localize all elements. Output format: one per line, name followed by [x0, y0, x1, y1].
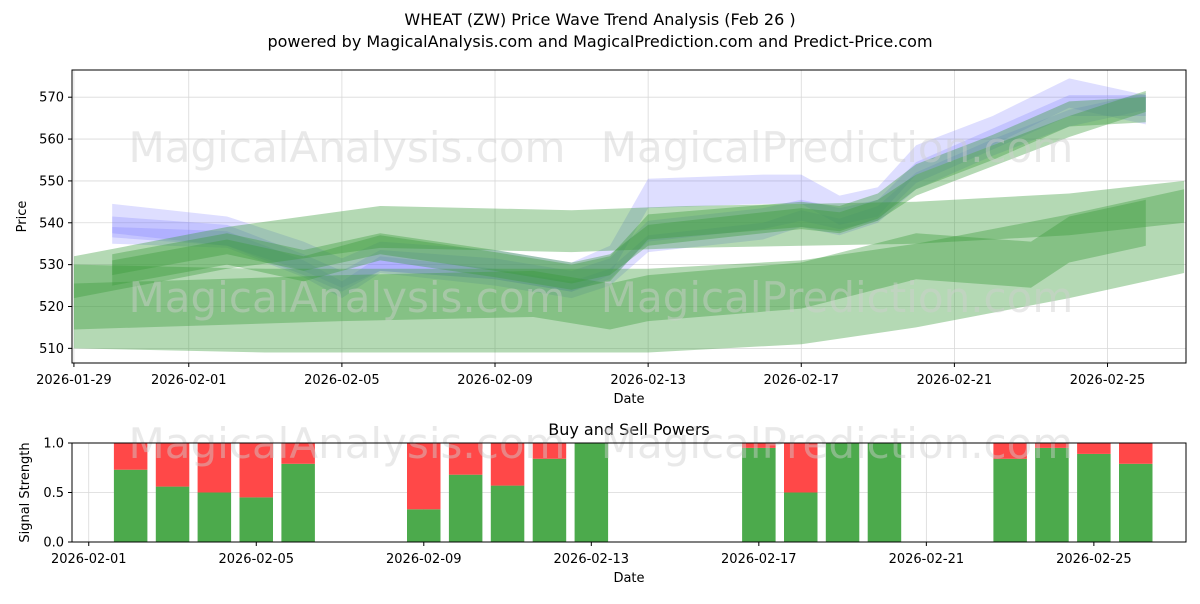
sell-bar	[532, 443, 567, 459]
sell-bar	[197, 443, 232, 493]
wave-band-green-band-wide	[73, 189, 1185, 353]
y-tick-label: 570	[39, 91, 64, 106]
plot-frame	[71, 69, 1187, 364]
wave-series-group	[73, 78, 1185, 353]
sell-bar	[448, 443, 483, 475]
sell-bar	[993, 443, 1027, 459]
y-tick-label: 540	[39, 216, 64, 231]
buy-bar	[448, 474, 483, 542]
x-tick-label: 2026-02-01	[151, 373, 227, 388]
x-tick-label: 2026-02-13	[554, 552, 630, 567]
y-tick-label: 1.0	[43, 437, 64, 452]
x-axis-label: Date	[613, 571, 644, 586]
x-tick-label: 2026-02-05	[304, 373, 380, 388]
x-tick-label: 2026-02-05	[218, 552, 294, 567]
x-tick-label: 2026-01-29	[36, 373, 112, 388]
x-tick-label: 2026-02-17	[721, 552, 797, 567]
buy-bar	[993, 458, 1027, 542]
buy-bar	[742, 447, 776, 542]
y-tick-label: 510	[39, 342, 64, 357]
buy-bar	[574, 443, 609, 542]
watermark-text: MagicalPrediction.com	[601, 123, 1074, 172]
wave-band-blue-wave-a	[112, 95, 1146, 292]
sell-bar	[239, 443, 273, 498]
bottom-chart-title: Buy and Sell Powers	[548, 420, 710, 439]
x-tick-label: 2026-02-09	[457, 373, 533, 388]
buy-bar	[825, 443, 860, 542]
x-tick-label: 2026-02-09	[386, 552, 462, 567]
sell-bar	[407, 443, 441, 510]
sell-bar	[742, 443, 776, 448]
x-tick-label: 2026-02-21	[889, 552, 965, 567]
buy-bar	[113, 469, 148, 542]
wave-band-blue-wave-b	[112, 78, 1146, 292]
y-tick-label: 0.5	[43, 486, 64, 501]
buy-bar	[1035, 447, 1069, 542]
x-tick-label: 2026-02-13	[610, 373, 686, 388]
y-tick-label: 520	[39, 300, 64, 315]
buy-bar	[155, 486, 190, 542]
buy-bar	[490, 485, 525, 542]
sell-bar	[113, 443, 148, 470]
y-axis-label: Signal Strength	[18, 442, 33, 542]
x-tick-label: 2026-02-21	[917, 373, 993, 388]
buy-bar	[239, 497, 273, 542]
buy-bar	[281, 463, 315, 542]
buy-sell-plot: Buy and Sell Powers 0.0 0.5 1.0 2026-02-01 20…	[18, 419, 1187, 586]
x-tick-label: 2026-02-17	[763, 373, 839, 388]
wave-band-green-wave-b	[112, 97, 1146, 290]
buy-bar	[197, 492, 232, 542]
sell-bar	[1077, 443, 1111, 454]
chart-subtitle: powered by MagicalAnalysis.com and Magic…	[267, 32, 932, 51]
y-tick-label: 550	[39, 174, 64, 189]
buy-bar	[532, 458, 567, 542]
wave-band-green-band-flat	[73, 180, 1185, 299]
price-wave-plot: 510 520 530 540 550 560 570 2026-01-29 2026-02-0…	[15, 69, 1187, 407]
wave-band-blue-wave-c	[112, 93, 1146, 299]
buy-bar	[867, 443, 902, 542]
x-axis-label: Date	[613, 392, 644, 407]
watermark-text: MagicalAnalysis.com	[129, 123, 566, 172]
sell-bar	[784, 443, 818, 493]
y-axis-label: Price	[15, 201, 30, 233]
sell-bar	[1035, 443, 1069, 448]
wave-band-green-wave-a	[112, 90, 1146, 284]
y-tick-label: 530	[39, 258, 64, 273]
watermark-text: MagicalAnalysis.com	[129, 273, 566, 322]
buy-bar	[784, 492, 818, 542]
x-tick-label: 2026-02-01	[51, 552, 127, 567]
buy-bar	[407, 509, 441, 542]
sell-bar	[155, 443, 190, 487]
y-tick-label: 0.0	[43, 536, 64, 551]
buy-bar	[1119, 463, 1153, 542]
chart-title-line1: WHEAT (ZW) Price Wave Trend Analysis (Fe…	[404, 10, 795, 29]
wave-band-green-band-rising	[73, 199, 1146, 330]
sell-bar	[490, 443, 525, 486]
sell-bar	[281, 443, 315, 464]
watermark-text: MagicalPrediction.com	[601, 273, 1074, 322]
sell-bar	[1119, 443, 1153, 464]
x-tick-label: 2026-02-25	[1056, 552, 1132, 567]
buy-bar	[1077, 453, 1111, 542]
y-tick-label: 560	[39, 133, 64, 148]
plot-frame	[71, 442, 1187, 543]
x-tick-label: 2026-02-25	[1070, 373, 1146, 388]
